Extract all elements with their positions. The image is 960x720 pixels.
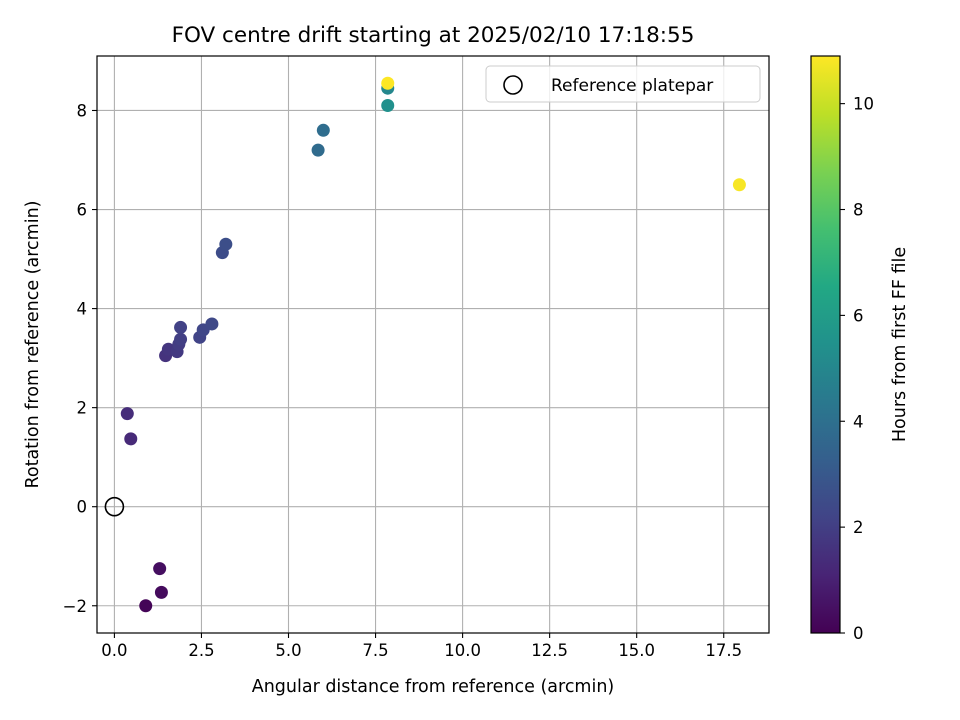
- y-tick-label: 4: [77, 300, 88, 319]
- data-point: [154, 585, 168, 599]
- data-point: [219, 237, 233, 251]
- data-point: [174, 320, 188, 334]
- colorbar-gradient: [810, 55, 841, 634]
- x-tick-label: 2.5: [188, 641, 214, 660]
- colorbar-tick-label: 2: [853, 518, 864, 537]
- axis-ticks: 0.0 2.5 5.0 7.5 10.0 12.5 15.0 17.5 −2 0 2 4 6 8: [63, 101, 742, 660]
- colorbar-tick-label: 4: [853, 412, 864, 431]
- y-tick-label: 2: [77, 399, 88, 418]
- y-axis-label: Rotation from reference (arcmin): [23, 201, 43, 489]
- legend-marker: [503, 75, 523, 95]
- colorbar: 0 2 4 6 8 10 Hours from first FF file: [810, 55, 910, 643]
- data-point: [316, 123, 330, 137]
- x-tick-label: 10.0: [444, 641, 481, 660]
- data-point: [139, 599, 153, 613]
- y-tick-label: −2: [63, 597, 87, 616]
- plot-frame: [96, 55, 770, 634]
- data-point: [732, 178, 746, 192]
- colorbar-tick-label: 0: [853, 624, 864, 643]
- colorbar-tick-label: 6: [853, 306, 864, 325]
- data-point: [124, 432, 138, 446]
- legend: Reference platepar: [485, 65, 761, 103]
- y-tick-label: 6: [77, 201, 88, 220]
- data-point: [174, 332, 188, 346]
- data-point: [205, 317, 219, 331]
- chart-title: FOV centre drift starting at 2025/02/10 …: [172, 23, 695, 48]
- x-axis-label: Angular distance from reference (arcmin): [252, 677, 615, 697]
- x-tick-label: 7.5: [362, 641, 388, 660]
- data-point: [381, 76, 395, 90]
- colorbar-tick-label: 10: [853, 95, 874, 114]
- colorbar-label: Hours from first FF file: [890, 247, 910, 442]
- x-tick-label: 15.0: [618, 641, 655, 660]
- x-tick-label: 5.0: [275, 641, 301, 660]
- data-points: [120, 76, 746, 613]
- data-point: [153, 562, 167, 576]
- y-tick-label: 0: [77, 498, 88, 517]
- y-tick-label: 8: [77, 101, 88, 120]
- legend-entry-reference-platepar: Reference platepar: [551, 76, 713, 96]
- x-tick-label: 17.5: [705, 641, 742, 660]
- x-tick-label: 12.5: [531, 641, 568, 660]
- colorbar-ticks: 0 2 4 6 8 10: [840, 95, 874, 643]
- grid: [97, 56, 769, 633]
- legend-box: [485, 65, 761, 103]
- reference-platepar-marker: [104, 496, 125, 517]
- data-point: [311, 143, 325, 157]
- x-tick-label: 0.0: [101, 641, 127, 660]
- data-point: [120, 407, 134, 421]
- colorbar-tick-label: 8: [853, 201, 864, 220]
- data-point: [381, 99, 395, 113]
